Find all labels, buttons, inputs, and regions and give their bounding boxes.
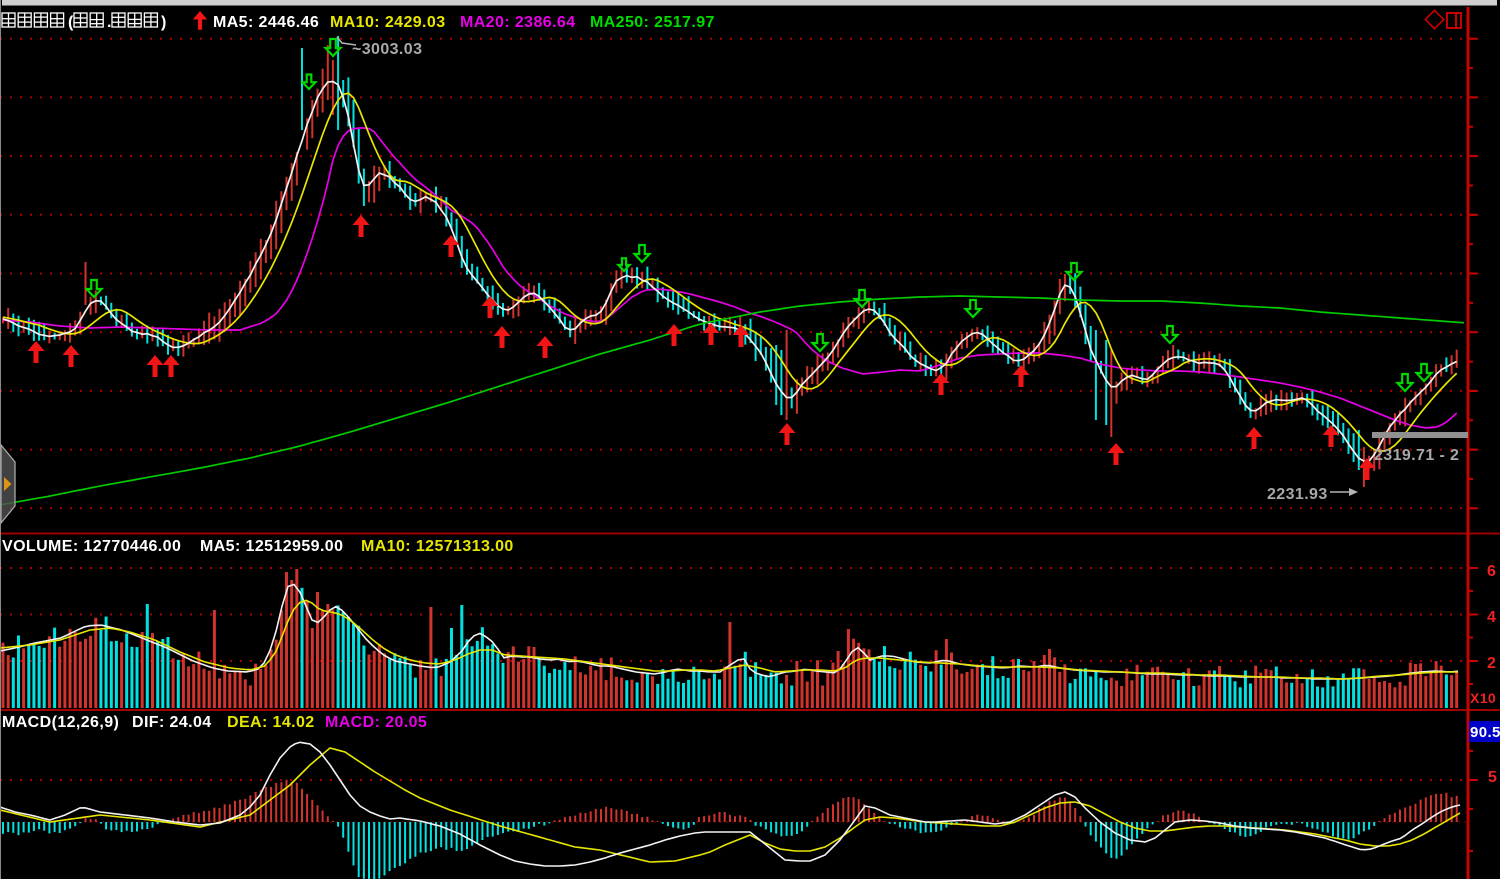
svg-text:.: . [107, 14, 112, 31]
svg-text:2231.93: 2231.93 [1267, 486, 1328, 503]
svg-text:90.5: 90.5 [1470, 724, 1500, 741]
svg-text:5: 5 [1488, 769, 1497, 786]
svg-text:X10: X10 [1470, 690, 1496, 706]
svg-text:MA10: 2429.03: MA10: 2429.03 [330, 14, 446, 31]
svg-text:MA20: 2386.64: MA20: 2386.64 [460, 14, 576, 31]
svg-text:2319.71 - 2: 2319.71 - 2 [1374, 447, 1459, 464]
svg-text:6: 6 [1487, 563, 1496, 580]
svg-text:MACD(12,26,9): MACD(12,26,9) [2, 714, 119, 731]
svg-text:VOLUME: 12770446.00: VOLUME: 12770446.00 [2, 538, 181, 555]
svg-text:~3003.03: ~3003.03 [352, 41, 422, 58]
svg-text:4: 4 [1487, 609, 1496, 626]
svg-text:MA5: 12512959.00: MA5: 12512959.00 [200, 538, 343, 555]
svg-text:): ) [161, 14, 167, 31]
svg-text:2: 2 [1487, 655, 1496, 672]
svg-text:MA5: 2446.46: MA5: 2446.46 [213, 14, 319, 31]
svg-text:DEA: 14.02: DEA: 14.02 [227, 714, 315, 731]
svg-text:MACD: 20.05: MACD: 20.05 [325, 714, 427, 731]
svg-text:MA10: 12571313.00: MA10: 12571313.00 [361, 538, 514, 555]
svg-text:DIF: 24.04: DIF: 24.04 [132, 714, 212, 731]
svg-text:MA250: 2517.97: MA250: 2517.97 [590, 14, 715, 31]
svg-text:(: ( [68, 14, 74, 31]
